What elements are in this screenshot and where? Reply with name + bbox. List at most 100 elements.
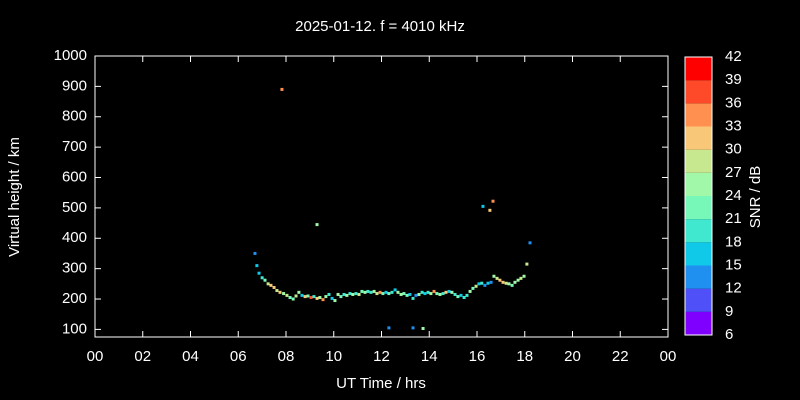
point	[488, 208, 492, 212]
point	[318, 296, 322, 300]
point	[369, 290, 373, 294]
y-tick-label: 200	[62, 290, 87, 307]
x-tick-label: 00	[660, 348, 677, 365]
point	[420, 290, 424, 294]
point	[522, 274, 526, 278]
point	[393, 288, 397, 292]
colorbar-band	[685, 265, 712, 289]
colorbar-band	[685, 172, 712, 196]
colorbar-band	[685, 242, 712, 266]
point	[421, 326, 425, 330]
point	[378, 290, 382, 294]
point	[492, 274, 496, 278]
point	[321, 298, 325, 302]
x-tick-label: 22	[612, 348, 629, 365]
y-axis-label: Virtual height / km	[6, 137, 23, 257]
point	[312, 295, 316, 299]
x-tick-label: 20	[564, 348, 581, 365]
colorbar-tick-label: 33	[725, 117, 742, 134]
point	[456, 295, 460, 299]
point	[438, 292, 442, 296]
point	[372, 289, 376, 293]
colorbar-label: SNR / dB	[747, 166, 764, 229]
colorbar-tick-label: 36	[725, 94, 742, 111]
point	[481, 204, 485, 208]
point	[303, 295, 307, 299]
colorbar-tick-label: 42	[725, 48, 742, 65]
point	[426, 290, 430, 294]
colorbar-tick-label: 15	[725, 256, 742, 273]
point	[315, 223, 319, 227]
colorbar-tick-label: 39	[725, 71, 742, 88]
x-axis-label: UT Time / hrs	[336, 375, 426, 392]
point	[489, 280, 493, 284]
colorbar-tick-label: 12	[725, 280, 742, 297]
point	[510, 283, 514, 287]
point	[255, 264, 259, 268]
point	[266, 282, 270, 286]
colorbar-band	[685, 196, 712, 220]
colorbar-tick-label: 27	[725, 164, 742, 181]
point	[363, 290, 367, 294]
point	[471, 286, 475, 290]
point	[396, 290, 400, 294]
x-tick-label: 14	[421, 348, 438, 365]
point	[444, 290, 448, 294]
x-tick-label: 16	[469, 348, 486, 365]
point	[351, 292, 355, 296]
point	[263, 278, 267, 282]
point	[495, 276, 499, 280]
point	[513, 280, 517, 284]
colorbar-frame	[684, 56, 713, 336]
point	[516, 278, 520, 282]
point	[468, 289, 472, 293]
point	[525, 262, 529, 266]
y-tick-label: 300	[62, 260, 87, 277]
point	[402, 292, 406, 296]
point	[291, 297, 295, 301]
colorbar-band	[685, 80, 712, 104]
point	[336, 292, 340, 296]
point	[441, 292, 445, 296]
colorbar-band	[685, 57, 712, 81]
colorbar-band	[685, 311, 712, 335]
point	[272, 285, 276, 289]
point	[411, 296, 415, 300]
point	[260, 276, 264, 280]
colorbar-band	[685, 126, 712, 150]
y-tick-label: 700	[62, 138, 87, 155]
point	[429, 292, 433, 296]
point	[483, 283, 487, 287]
x-tick-label: 10	[325, 348, 342, 365]
point	[315, 296, 319, 300]
point	[381, 292, 385, 296]
point	[507, 282, 511, 286]
point	[399, 292, 403, 296]
point	[450, 290, 454, 294]
y-tick-label: 100	[62, 320, 87, 337]
point	[432, 289, 436, 293]
colorbar-tick-label: 30	[725, 141, 742, 158]
y-tick-label: 1000	[54, 47, 87, 64]
point	[285, 293, 289, 297]
point	[306, 294, 310, 298]
point	[278, 290, 282, 294]
point	[269, 283, 273, 287]
point	[387, 292, 391, 296]
colorbar-tick-label: 6	[725, 326, 733, 343]
point	[275, 289, 279, 293]
x-tick-label: 02	[134, 348, 151, 365]
point	[330, 296, 334, 300]
x-tick-label: 06	[230, 348, 247, 365]
point	[280, 87, 284, 91]
point	[384, 290, 388, 294]
point	[282, 292, 286, 296]
point	[390, 290, 394, 294]
point	[462, 296, 466, 300]
y-tick-label: 900	[62, 77, 87, 94]
point	[387, 326, 391, 330]
point	[411, 326, 415, 330]
point	[357, 292, 361, 296]
